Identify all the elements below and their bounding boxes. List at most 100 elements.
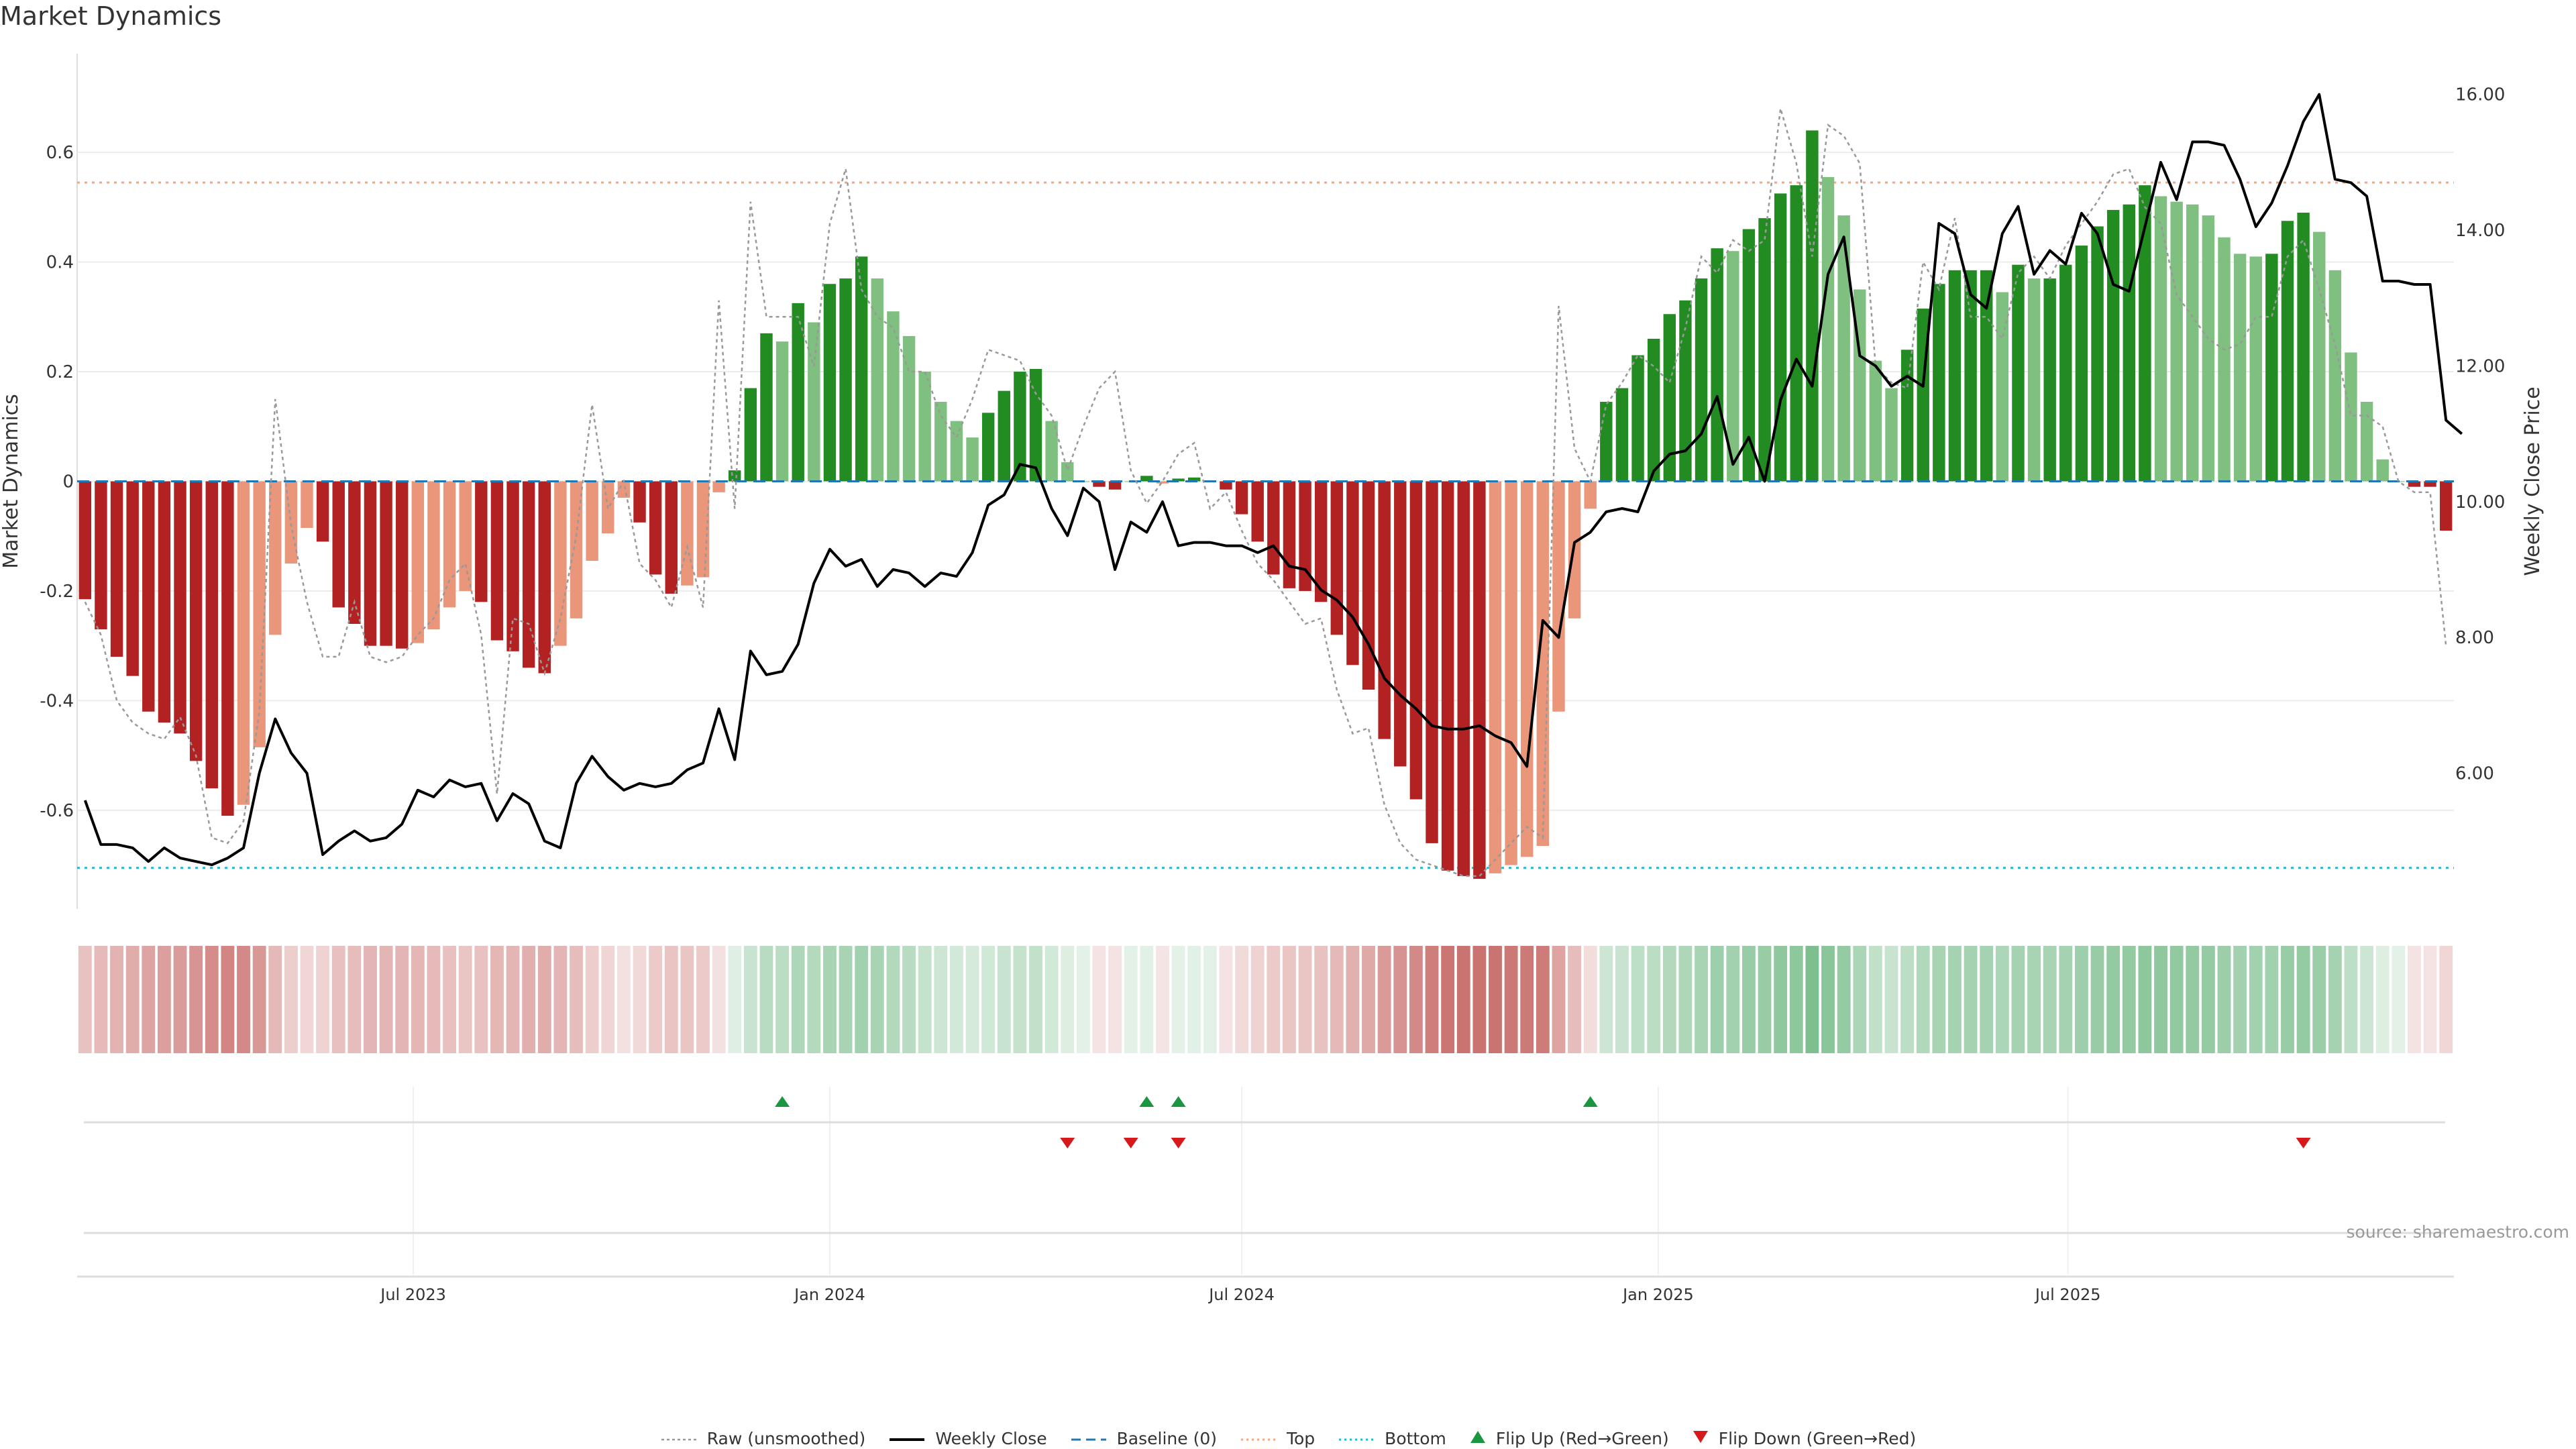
heat-cell <box>965 946 979 1053</box>
x-tick-label: Jul 2025 <box>2034 1285 2101 1304</box>
heat-cell <box>1250 946 1265 1053</box>
bar <box>475 481 488 602</box>
heat-cell <box>189 946 203 1053</box>
bar <box>332 481 345 608</box>
bar <box>681 481 694 586</box>
bar <box>2218 237 2231 482</box>
bar <box>1695 278 1708 482</box>
bar <box>1900 350 1914 482</box>
heat-cell <box>2154 946 2167 1053</box>
flip-up-marker <box>1582 1096 1598 1107</box>
bar <box>221 481 234 816</box>
bar <box>348 481 361 624</box>
legend-swatch <box>1338 1429 1375 1448</box>
bar <box>1283 481 1296 588</box>
heat-cell <box>1662 946 1676 1053</box>
heat-cell <box>331 946 345 1053</box>
y2-tick-label: 8.00 <box>2455 628 2494 648</box>
heat-cell <box>1346 946 1360 1053</box>
bar <box>665 481 678 594</box>
bar <box>871 278 884 482</box>
heat-cell <box>2106 946 2121 1053</box>
heat-cell <box>2249 946 2263 1053</box>
legend-swatch <box>888 1429 926 1448</box>
bar <box>1061 462 1074 482</box>
legend-label: Flip Up (Red→Green) <box>1495 1429 1669 1448</box>
heat-cell <box>379 946 393 1053</box>
heat-cell <box>1393 946 1407 1053</box>
bar <box>1029 368 1042 482</box>
bar <box>95 481 107 630</box>
heat-cell <box>902 946 916 1053</box>
bar <box>1299 481 1311 591</box>
bar <box>1093 481 1106 487</box>
heat-cell <box>649 946 663 1053</box>
bar <box>490 481 504 641</box>
heat-cell <box>1837 946 1851 1053</box>
source-note: source: sharemaestro.com <box>2346 1222 2570 1242</box>
bar <box>1489 481 1502 873</box>
heat-cell <box>1884 946 1898 1053</box>
bar <box>506 481 519 651</box>
heat-cell <box>1599 946 1613 1053</box>
bar <box>126 481 139 676</box>
bar <box>1631 355 1644 482</box>
legend-label: Baseline (0) <box>1116 1429 1217 1448</box>
heat-cell <box>934 946 948 1053</box>
heat-cell <box>1647 946 1661 1053</box>
bar <box>633 481 646 523</box>
heat-cell <box>1203 946 1217 1053</box>
bar <box>142 481 155 712</box>
bar <box>1837 215 1850 482</box>
heat-cell <box>1615 946 1629 1053</box>
bar <box>1727 251 1739 482</box>
bar <box>1378 481 1391 739</box>
heat-cell <box>1377 946 1391 1053</box>
bar <box>522 481 535 668</box>
bar <box>269 481 282 635</box>
heat-cell <box>506 946 520 1053</box>
heat-cell <box>1932 946 1946 1053</box>
bar <box>2106 209 2120 482</box>
heat-cell <box>427 946 441 1053</box>
heat-cell <box>2296 946 2310 1053</box>
bar <box>1980 270 1993 482</box>
bar <box>744 388 757 482</box>
heat-cell <box>2328 946 2342 1053</box>
bar <box>411 481 425 643</box>
x-tick-label: Jan 2025 <box>1621 1285 1694 1304</box>
heat-cell <box>2281 946 2294 1053</box>
heat-cell <box>1330 946 1344 1053</box>
heat-cell <box>712 946 726 1053</box>
bar <box>301 481 313 528</box>
legend-swatch <box>1469 1429 1487 1448</box>
bar <box>1267 481 1280 575</box>
heat-cell <box>1853 946 1867 1053</box>
bar <box>316 481 329 542</box>
heat-cell <box>1425 946 1439 1053</box>
heat-cell <box>2122 946 2136 1053</box>
bar <box>1948 270 1962 482</box>
legend-label: Top <box>1286 1429 1316 1448</box>
heat-cell <box>664 946 678 1053</box>
heat-cell <box>839 946 853 1053</box>
heat-cell <box>823 946 837 1053</box>
heat-cell <box>1219 946 1233 1053</box>
heat-cell <box>125 946 140 1053</box>
heat-cell <box>1504 946 1518 1053</box>
heat-cell <box>2439 946 2453 1053</box>
bar <box>189 481 203 761</box>
heat-cell <box>1235 946 1248 1053</box>
bar <box>1441 481 1454 871</box>
heat-cell <box>1726 946 1740 1053</box>
bar <box>1758 218 1771 482</box>
heat-cell <box>775 946 790 1053</box>
heat-cell <box>142 946 156 1053</box>
heat-cell <box>870 946 884 1053</box>
heat-cell <box>728 946 742 1053</box>
heat-cell <box>443 946 456 1053</box>
heat-cell <box>1044 946 1059 1053</box>
heat-cell <box>522 946 536 1053</box>
bar <box>823 284 837 482</box>
